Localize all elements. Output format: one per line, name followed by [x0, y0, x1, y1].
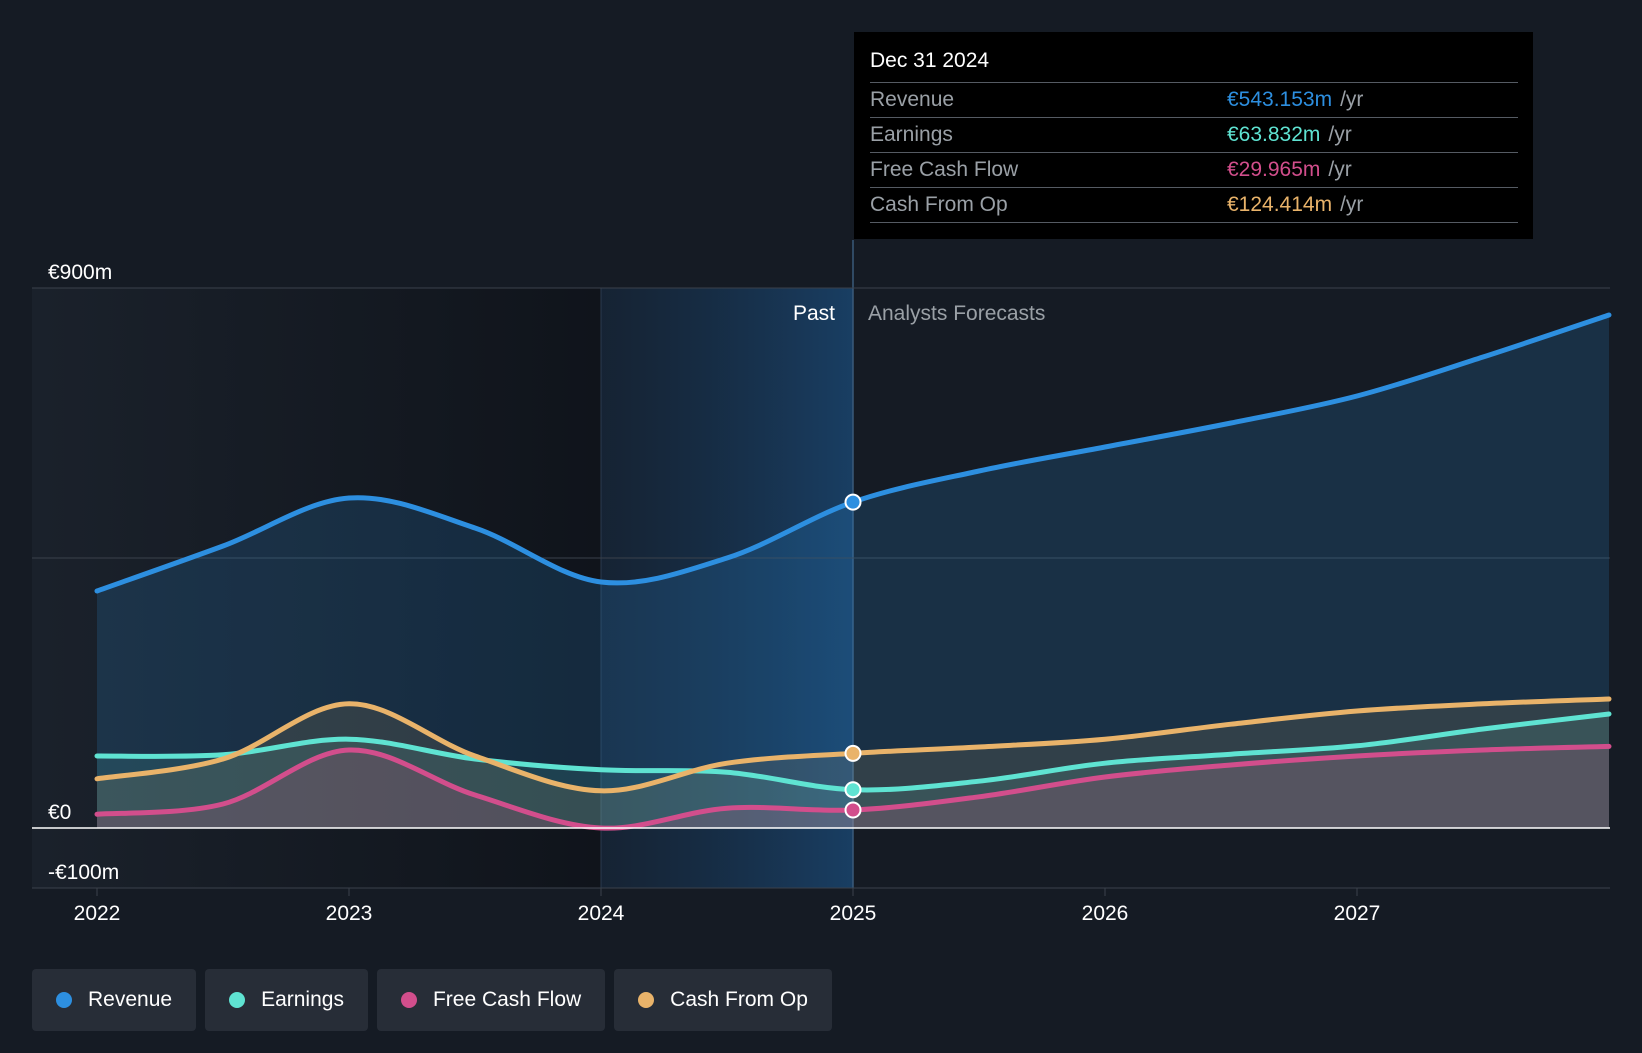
- x-tick-label-2023: 2023: [326, 902, 373, 925]
- legend-dot-icon: [638, 992, 655, 1008]
- legend-dot-icon: [229, 992, 246, 1008]
- tooltip-row-unit: /yr: [1328, 123, 1352, 146]
- tooltip-row-free-cash-flow: Free Cash Flow €29.965m/yr: [870, 152, 1518, 187]
- past-region-shade: [32, 288, 601, 888]
- area-revenue: [97, 315, 1609, 828]
- tooltip-row-value: €29.965m: [1227, 158, 1321, 181]
- x-tick-label-2024: 2024: [578, 902, 625, 925]
- past-label: Past: [793, 302, 835, 325]
- legend-label: Revenue: [88, 988, 173, 1011]
- forecast-label: Analysts Forecasts: [868, 302, 1045, 325]
- y-label-0: €900m: [48, 261, 112, 284]
- marker-cash-from-op: [844, 744, 862, 762]
- tooltip-row-label: Free Cash Flow: [870, 158, 1019, 181]
- x-tick-label-2025: 2025: [830, 902, 877, 925]
- tooltip-row-value: €124.414m: [1227, 193, 1333, 216]
- tooltip-row-unit: /yr: [1340, 88, 1364, 111]
- tooltip-row-label: Cash From Op: [870, 193, 1008, 216]
- tooltip-row-earnings: Earnings €63.832m/yr: [870, 117, 1518, 152]
- tooltip-row-label: Revenue: [870, 88, 955, 111]
- tooltip-row-value: €543.153m: [1227, 88, 1333, 111]
- x-tick-label-2027: 2027: [1334, 902, 1381, 925]
- area-earnings: [97, 714, 1609, 828]
- legend-label: Earnings: [261, 988, 344, 1011]
- legend-dot-icon: [400, 992, 417, 1008]
- legend-item-cash-from-op[interactable]: Cash From Op: [614, 969, 832, 1031]
- legend-item-earnings[interactable]: Earnings: [205, 969, 368, 1031]
- x-tick-label-2022: 2022: [74, 902, 121, 925]
- marker-free-cash-flow: [844, 801, 862, 819]
- legend-dot-icon: [56, 992, 72, 1008]
- legend-label: Free Cash Flow: [432, 988, 582, 1011]
- legend-item-free-cash-flow[interactable]: Free Cash Flow: [376, 969, 606, 1031]
- marker-earnings: [844, 781, 862, 799]
- y-label-1: €0: [48, 801, 71, 824]
- tooltip-row-unit: /yr: [1340, 193, 1364, 216]
- tooltip-row-revenue: Revenue €543.153m/yr: [870, 82, 1518, 117]
- legend-label: Cash From Op: [670, 988, 808, 1011]
- x-tick-label-2026: 2026: [1082, 902, 1129, 925]
- tooltip-date: Dec 31 2024: [870, 49, 990, 72]
- legend: Revenue Earnings Free Cash Flow Cash From O…: [32, 969, 832, 1031]
- tooltip-row-label: Earnings: [870, 123, 953, 146]
- hover-tooltip: Dec 31 2024 Revenue €543.153m/yr Earnings €…: [854, 32, 1533, 239]
- marker-revenue: [844, 493, 862, 511]
- tooltip-row-unit: /yr: [1328, 158, 1352, 181]
- tooltip-row-cash-from-op: Cash From Op €124.414m/yr: [870, 187, 1518, 223]
- y-label-2: -€100m: [48, 861, 119, 884]
- legend-item-revenue[interactable]: Revenue: [32, 969, 197, 1031]
- tooltip-row-value: €63.832m: [1227, 123, 1321, 146]
